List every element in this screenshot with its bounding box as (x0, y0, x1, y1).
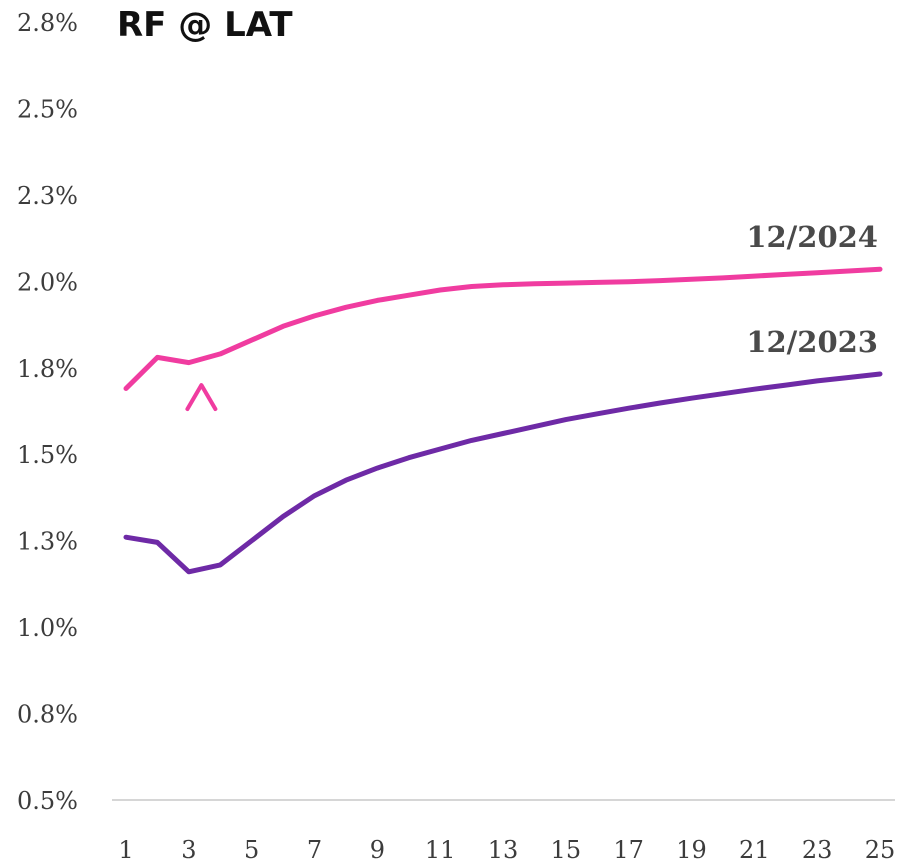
x-tick-label: 7 (307, 836, 322, 864)
x-tick-label: 21 (739, 836, 770, 864)
series-label: 12/2024 (746, 220, 878, 254)
x-tick-label: 25 (865, 836, 896, 864)
x-tick-label: 19 (676, 836, 707, 864)
x-tick-label: 3 (181, 836, 196, 864)
y-tick-label: 2.0% (17, 268, 78, 296)
series-label: 12/2023 (746, 325, 878, 359)
y-tick-label: 2.8% (17, 9, 78, 37)
change-arrow-head (185, 383, 218, 412)
y-tick-label: 1.8% (17, 355, 78, 383)
y-tick-label: 1.5% (17, 441, 78, 469)
y-axis: 2.8% 2.5% 2.3% 2.0% 1.8% 1.5% 1.3% 1.0% 0.8% 0.5% (17, 9, 78, 815)
y-tick-label: 0.5% (17, 787, 78, 815)
y-tick-label: 2.5% (17, 95, 78, 123)
x-tick-label: 1 (118, 836, 133, 864)
series-line-12-2023 (123, 371, 883, 575)
annotation-layer (185, 383, 218, 554)
chart-title: RF @ LAT (117, 5, 293, 45)
series-layer: 12/2024 12/2023 (123, 220, 883, 575)
y-tick-label: 0.8% (17, 701, 78, 729)
y-tick-label: 1.0% (17, 614, 78, 642)
y-tick-label: 1.3% (17, 528, 78, 556)
x-tick-label: 11 (425, 836, 456, 864)
x-tick-label: 13 (488, 836, 519, 864)
x-tick-label: 5 (244, 836, 259, 864)
x-axis: 1 3 5 7 9 11 13 15 17 19 21 23 25 (118, 836, 895, 864)
series-line-12-2024 (123, 266, 883, 391)
x-tick-label: 17 (613, 836, 644, 864)
y-tick-label: 2.3% (17, 182, 78, 210)
x-tick-label: 9 (370, 836, 385, 864)
x-tick-label: 23 (802, 836, 833, 864)
x-tick-label: 15 (551, 836, 582, 864)
